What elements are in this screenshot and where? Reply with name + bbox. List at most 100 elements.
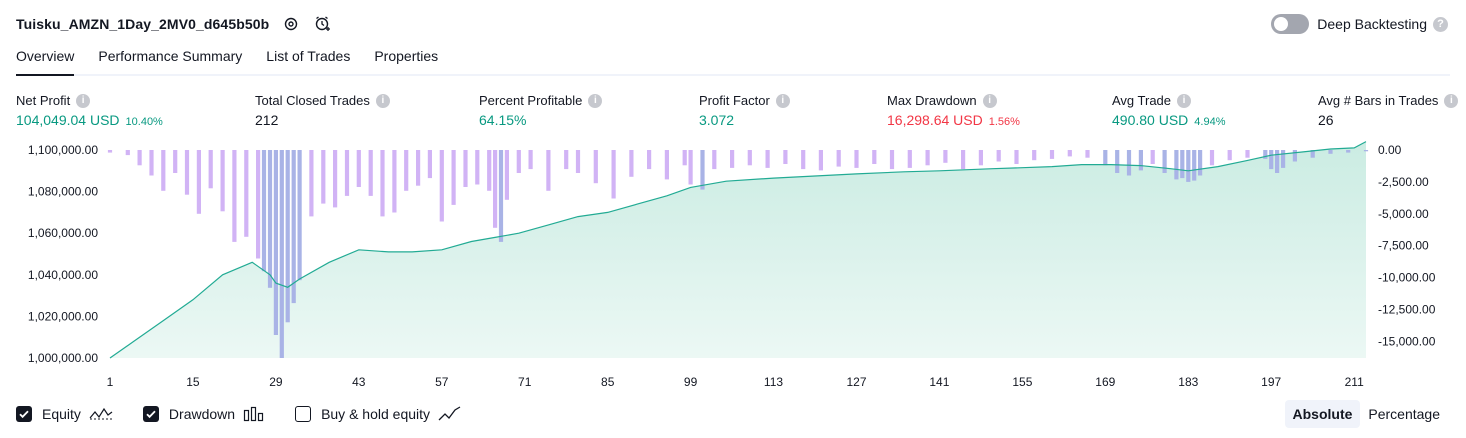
- legend-buy-hold-equity[interactable]: Buy & hold equity: [295, 406, 462, 422]
- drawdown-bar: [1310, 150, 1315, 158]
- drawdown-bar: [404, 150, 409, 191]
- left-axis-tick-label: 1,060,000.00: [28, 226, 98, 240]
- drawdown-bar: [682, 150, 687, 166]
- stat-avg-trade: Avg Trade i 490.80 USD 4.94%: [1112, 93, 1225, 128]
- stat-label: Profit Factor: [699, 93, 770, 108]
- stat-label: Max Drawdown: [887, 93, 977, 108]
- x-axis-tick-label: 169: [1095, 375, 1115, 389]
- info-icon[interactable]: i: [76, 93, 91, 108]
- drawdown-bar: [1186, 150, 1191, 182]
- drawdown-bar: [498, 150, 504, 242]
- stat-max-drawdown: Max Drawdown i 16,298.64 USD 1.56%: [887, 93, 1020, 128]
- x-axis-tick-label: 141: [929, 375, 949, 389]
- drawdown-bar: [528, 150, 533, 170]
- info-icon[interactable]: i: [1177, 93, 1192, 108]
- drawdown-bar: [321, 150, 326, 204]
- drawdown-bar: [1227, 150, 1232, 161]
- stat-percent: 10.40%: [125, 116, 163, 128]
- drawdown-bar: [1209, 150, 1215, 166]
- stat-value: 490.80 USD: [1112, 112, 1189, 128]
- drawdown-bar: [261, 150, 267, 272]
- stat-net-profit: Net Profit i 104,049.04 USD 10.40%: [16, 93, 163, 128]
- drawdown-bar: [889, 150, 895, 170]
- drawdown-bar: [1328, 150, 1333, 154]
- equity-line: [109, 141, 1367, 359]
- scale-mode-switch: Absolute Percentage: [1284, 400, 1449, 428]
- drawdown-bar: [125, 150, 130, 156]
- left-axis-tick-label: 1,000,000.00: [28, 351, 98, 365]
- drawdown-bar: [872, 150, 877, 164]
- info-icon[interactable]: i: [1444, 93, 1459, 108]
- drawdown-bar: [344, 150, 350, 196]
- drawdown-bar: [1198, 150, 1203, 176]
- drawdown-bar: [1085, 150, 1090, 158]
- drawdown-bar: [1180, 150, 1185, 179]
- info-icon[interactable]: i: [982, 93, 997, 108]
- buy-hold-checkbox[interactable]: [295, 406, 312, 422]
- drawdown-bar: [1126, 150, 1132, 176]
- drawdown-bar: [907, 150, 912, 168]
- header: Tuisku_AMZN_1Day_2MV0_d645b50b: [16, 12, 333, 36]
- info-icon[interactable]: i: [588, 93, 603, 108]
- tab-list-of-trades[interactable]: List of Trades: [266, 48, 351, 64]
- right-axis-tick-label: -5,000.00: [1378, 207, 1429, 221]
- drawdown-bar: [1281, 150, 1286, 168]
- drawdown-bars-icon: [243, 406, 265, 422]
- stat-percent: 1.56%: [988, 116, 1020, 128]
- drawdown-bar: [1103, 150, 1108, 166]
- drawdown-bar: [1150, 150, 1155, 164]
- deep-backtesting-toggle[interactable]: [1271, 14, 1310, 34]
- drawdown-bar: [1138, 150, 1143, 171]
- stat-value: 64.15%: [479, 112, 527, 128]
- buy-hold-line-icon: [438, 406, 462, 422]
- drawdown-bar: [688, 150, 693, 185]
- drawdown-bar: [149, 150, 154, 176]
- legend-equity[interactable]: Equity: [16, 406, 113, 422]
- drawdown-bar: [1032, 150, 1037, 161]
- drawdown-bar: [1263, 150, 1268, 159]
- tab-properties[interactable]: Properties: [374, 48, 439, 64]
- drawdown-bar: [107, 150, 113, 153]
- percentage-button[interactable]: Percentage: [1368, 406, 1440, 422]
- x-axis-tick-label: 71: [518, 375, 532, 389]
- settings-icon[interactable]: [281, 14, 301, 34]
- stat-value: 212: [255, 112, 279, 128]
- right-axis-tick-label: -12,500.00: [1378, 303, 1436, 317]
- drawdown-bar: [712, 150, 717, 170]
- drawdown-bar: [978, 150, 983, 166]
- info-icon[interactable]: i: [775, 93, 790, 108]
- legend-drawdown[interactable]: Drawdown: [142, 406, 265, 422]
- stat-label: Net Profit: [16, 93, 71, 108]
- equity-label: Equity: [42, 406, 81, 422]
- x-axis-tick-label: 57: [435, 375, 449, 389]
- stat-value: 3.072: [699, 112, 735, 128]
- x-axis-tick-label: 1: [107, 375, 114, 389]
- equity-checkbox[interactable]: [16, 406, 32, 422]
- info-icon[interactable]: i: [375, 93, 390, 108]
- absolute-button[interactable]: Absolute: [1284, 400, 1361, 428]
- x-axis-tick-label: 29: [269, 375, 283, 389]
- drawdown-bar: [504, 150, 509, 200]
- drawdown-bar: [493, 150, 498, 228]
- add-alert-icon[interactable]: [313, 14, 333, 34]
- drawdown-bar: [730, 150, 735, 168]
- x-axis-tick-label: 113: [764, 375, 783, 389]
- deep-backtesting: Deep Backtesting ?: [1271, 12, 1448, 36]
- drawdown-checkbox[interactable]: [142, 406, 159, 422]
- x-axis-tick-label: 183: [1178, 375, 1198, 389]
- drawdown-bar: [546, 150, 551, 191]
- stat-label: Total Closed Trades: [255, 93, 370, 108]
- drawdown-bar: [173, 150, 178, 173]
- drawdown-bar: [1363, 150, 1369, 152]
- right-axis-tick-label: -7,500.00: [1378, 239, 1429, 253]
- help-icon[interactable]: ?: [1433, 16, 1448, 32]
- tab-overview[interactable]: Overview: [16, 44, 75, 76]
- equity-line-icon: [89, 406, 113, 422]
- tab-performance-summary[interactable]: Performance Summary: [98, 48, 243, 64]
- drawdown-bar: [208, 150, 213, 189]
- right-axis-tick-label: 0.00: [1378, 143, 1402, 157]
- drawdown-bar: [273, 150, 278, 335]
- x-axis-tick-label: 155: [1012, 375, 1032, 389]
- drawdown-bar: [836, 150, 841, 167]
- x-axis-tick-label: 127: [846, 375, 866, 389]
